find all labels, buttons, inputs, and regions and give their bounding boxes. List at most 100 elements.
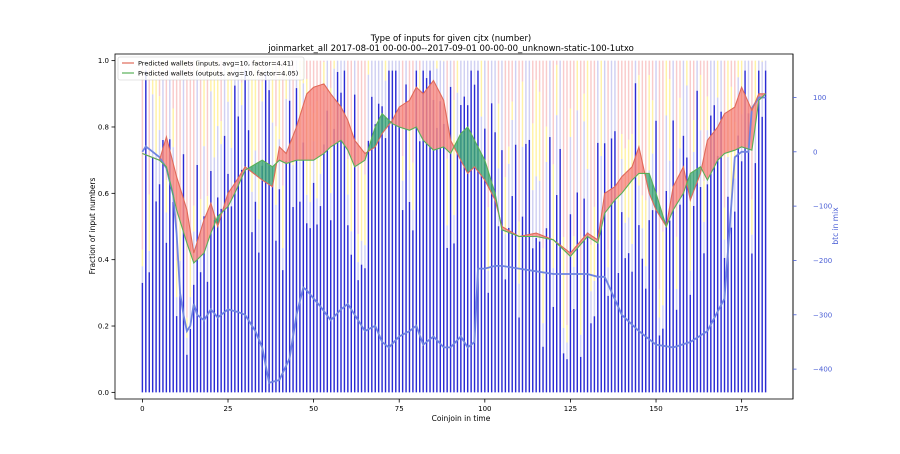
- bar-segment-main: [213, 220, 216, 393]
- bar-segment-main: [535, 238, 537, 393]
- bar-segment-main: [446, 247, 448, 393]
- bar-segment-yellow: [203, 78, 205, 147]
- bar-segment-light: [278, 139, 281, 190]
- bar-segment-main: [631, 271, 633, 393]
- bar-segment-main: [395, 70, 397, 393]
- bar-segment-main: [679, 204, 681, 393]
- bar-segment-main: [312, 182, 315, 393]
- bar-segment-yellow: [299, 60, 301, 162]
- bar-segment-light: [460, 60, 462, 106]
- bar-segment-yellow: [220, 121, 222, 145]
- bar-segment-yellow: [401, 156, 404, 181]
- bar-segment-main: [470, 70, 472, 393]
- bar-segment-main: [415, 70, 418, 393]
- bar-segment-main: [593, 316, 596, 393]
- bar-segment-main: [196, 164, 198, 393]
- bar-segment-pink: [621, 60, 623, 135]
- bar-segment-yellow: [497, 103, 500, 169]
- bar-segment-yellow: [213, 60, 216, 158]
- bar-segment-main: [422, 70, 424, 393]
- bar-segment-light: [186, 337, 188, 355]
- bar-segment-light: [388, 60, 390, 71]
- bar-segment-main: [692, 205, 695, 393]
- bar-segment-yellow: [193, 205, 195, 232]
- bar-segment-light: [573, 267, 575, 310]
- bar-segment-light: [484, 60, 486, 129]
- bar-segment-yellow: [282, 185, 284, 249]
- bar-segment-pink: [446, 60, 448, 159]
- bar-segment-main: [381, 106, 383, 393]
- bar-segment-yellow: [586, 60, 589, 169]
- bar-segment-main: [480, 175, 483, 393]
- bar-segment-light: [343, 60, 346, 71]
- bar-segment-main: [347, 225, 349, 393]
- bar-segment-main: [148, 272, 150, 393]
- bar-segment-yellow: [583, 93, 585, 122]
- bar-segment-main: [158, 184, 161, 393]
- bar-segment-main: [367, 140, 370, 393]
- bar-segment-main: [460, 105, 462, 393]
- bar-segment-main: [713, 105, 715, 393]
- bar-segment-pink: [566, 60, 568, 326]
- bar-segment-main: [665, 190, 668, 393]
- bar-segment-yellow: [261, 81, 263, 102]
- bar-segment-yellow: [511, 101, 513, 121]
- bar-segment-main: [586, 232, 589, 393]
- bar-segment-light: [282, 248, 284, 271]
- bar-segment-yellow: [141, 249, 144, 267]
- bar-segment-pink: [199, 60, 202, 200]
- bar-segment-main: [614, 131, 616, 393]
- bar-segment-main: [316, 224, 318, 393]
- bar-segment-main: [723, 257, 726, 393]
- bar-segment-light: [422, 60, 424, 71]
- bar-segment-pink: [532, 60, 534, 124]
- bar-segment-light: [141, 266, 144, 283]
- bar-segment-yellow: [737, 60, 739, 78]
- bar-segment-yellow: [754, 60, 757, 118]
- bar-segment-yellow: [360, 162, 363, 241]
- bar-segment-pink: [497, 60, 500, 104]
- bar-segment-light: [340, 60, 342, 93]
- bar-segment-pink: [662, 60, 664, 232]
- bar-segment-yellow: [648, 75, 650, 171]
- bar-segment-light: [754, 117, 757, 164]
- y-tick-label: 0.4: [98, 256, 110, 264]
- bar-segment-main: [350, 254, 352, 393]
- bar-segment-main: [425, 78, 428, 393]
- bar-segment-main: [463, 96, 465, 393]
- bar-segment-pink: [607, 60, 609, 250]
- bar-segment-pink: [638, 60, 640, 76]
- bar-segment-main: [655, 120, 657, 393]
- bar-segment-light: [196, 71, 198, 165]
- bar-segment-yellow: [727, 60, 729, 158]
- fill-inputs-above: [731, 106, 735, 152]
- bar-segment-yellow: [521, 81, 524, 147]
- bar-segment-pink: [692, 60, 695, 121]
- bar-segment-light: [549, 60, 551, 138]
- bar-segment-main: [330, 220, 332, 393]
- fill-inputs-above: [422, 88, 427, 145]
- bar-segment-main: [624, 258, 626, 393]
- bar-segment-main: [562, 353, 565, 393]
- bar-segment-light: [377, 60, 380, 104]
- y2-axis: 100 0 −100 −200 −300 −400: [793, 94, 832, 374]
- fill-inputs-above: [333, 97, 338, 146]
- legend: Predicted wallets (inputs, avg=10, facto…: [117, 56, 305, 81]
- bar-segment-main: [175, 316, 178, 393]
- bar-segment-yellow: [651, 100, 654, 154]
- legend-label-outputs: Predicted wallets (outputs, avg=10, fact…: [138, 70, 298, 78]
- bar-segment-light: [227, 101, 229, 174]
- bar-segment-yellow: [669, 78, 671, 161]
- fill-inputs-above: [309, 86, 314, 161]
- bar-segment-light: [600, 156, 602, 220]
- bar-segment-pink: [593, 60, 596, 207]
- bar-segment-main: [333, 128, 335, 393]
- bar-segment-light: [511, 120, 513, 197]
- bar-segment-main: [436, 127, 438, 393]
- bar-segment-main: [703, 253, 705, 393]
- bar-segment-main: [573, 309, 575, 393]
- bar-segment-yellow: [408, 124, 411, 171]
- bar-segment-light: [675, 288, 678, 310]
- bar-segment-light: [223, 60, 226, 136]
- bar-segment-main: [189, 328, 192, 393]
